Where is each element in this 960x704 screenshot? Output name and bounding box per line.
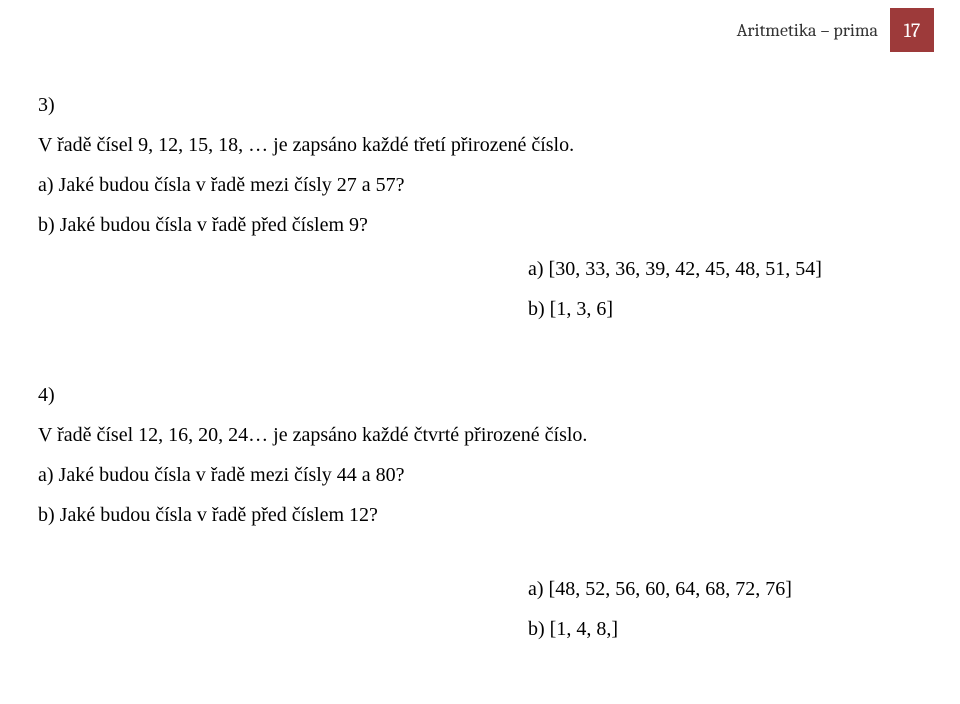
q4-part-a: a) Jaké budou čísla v řadě mezi čísly 44… bbox=[38, 460, 900, 490]
question-3: 3) V řadě čísel 9, 12, 15, 18, … je zaps… bbox=[38, 90, 900, 324]
header-title: Aritmetika – prima bbox=[737, 20, 878, 41]
page-number-badge: 17 bbox=[890, 8, 934, 52]
q3-intro: V řadě čísel 9, 12, 15, 18, … je zapsáno… bbox=[38, 130, 900, 160]
q4-answer-a: a) [48, 52, 56, 60, 64, 68, 72, 76] bbox=[528, 574, 900, 604]
q3-part-b: b) Jaké budou čísla v řadě před číslem 9… bbox=[38, 210, 900, 240]
document-content: 3) V řadě čísel 9, 12, 15, 18, … je zaps… bbox=[38, 90, 900, 670]
q3-answer-b: b) [1, 3, 6] bbox=[528, 294, 900, 324]
q4-answers: a) [48, 52, 56, 60, 64, 68, 72, 76] b) [… bbox=[528, 574, 900, 644]
page: Aritmetika – prima 17 3) V řadě čísel 9,… bbox=[0, 0, 960, 704]
q4-answer-b: b) [1, 4, 8,] bbox=[528, 614, 900, 644]
spacer bbox=[38, 350, 900, 380]
page-number: 17 bbox=[904, 19, 921, 42]
q3-number: 3) bbox=[38, 90, 900, 120]
q3-answer-a: a) [30, 33, 36, 39, 42, 45, 48, 51, 54] bbox=[528, 254, 900, 284]
q3-answers: a) [30, 33, 36, 39, 42, 45, 48, 51, 54] … bbox=[528, 254, 900, 324]
q3-part-a: a) Jaké budou čísla v řadě mezi čísly 27… bbox=[38, 170, 900, 200]
question-4: 4) V řadě čísel 12, 16, 20, 24… je zapsá… bbox=[38, 380, 900, 644]
q4-part-b: b) Jaké budou čísla v řadě před číslem 1… bbox=[38, 500, 900, 530]
page-header: Aritmetika – prima 17 bbox=[737, 8, 934, 52]
q4-number: 4) bbox=[38, 380, 900, 410]
q4-intro: V řadě čísel 12, 16, 20, 24… je zapsáno … bbox=[38, 420, 900, 450]
